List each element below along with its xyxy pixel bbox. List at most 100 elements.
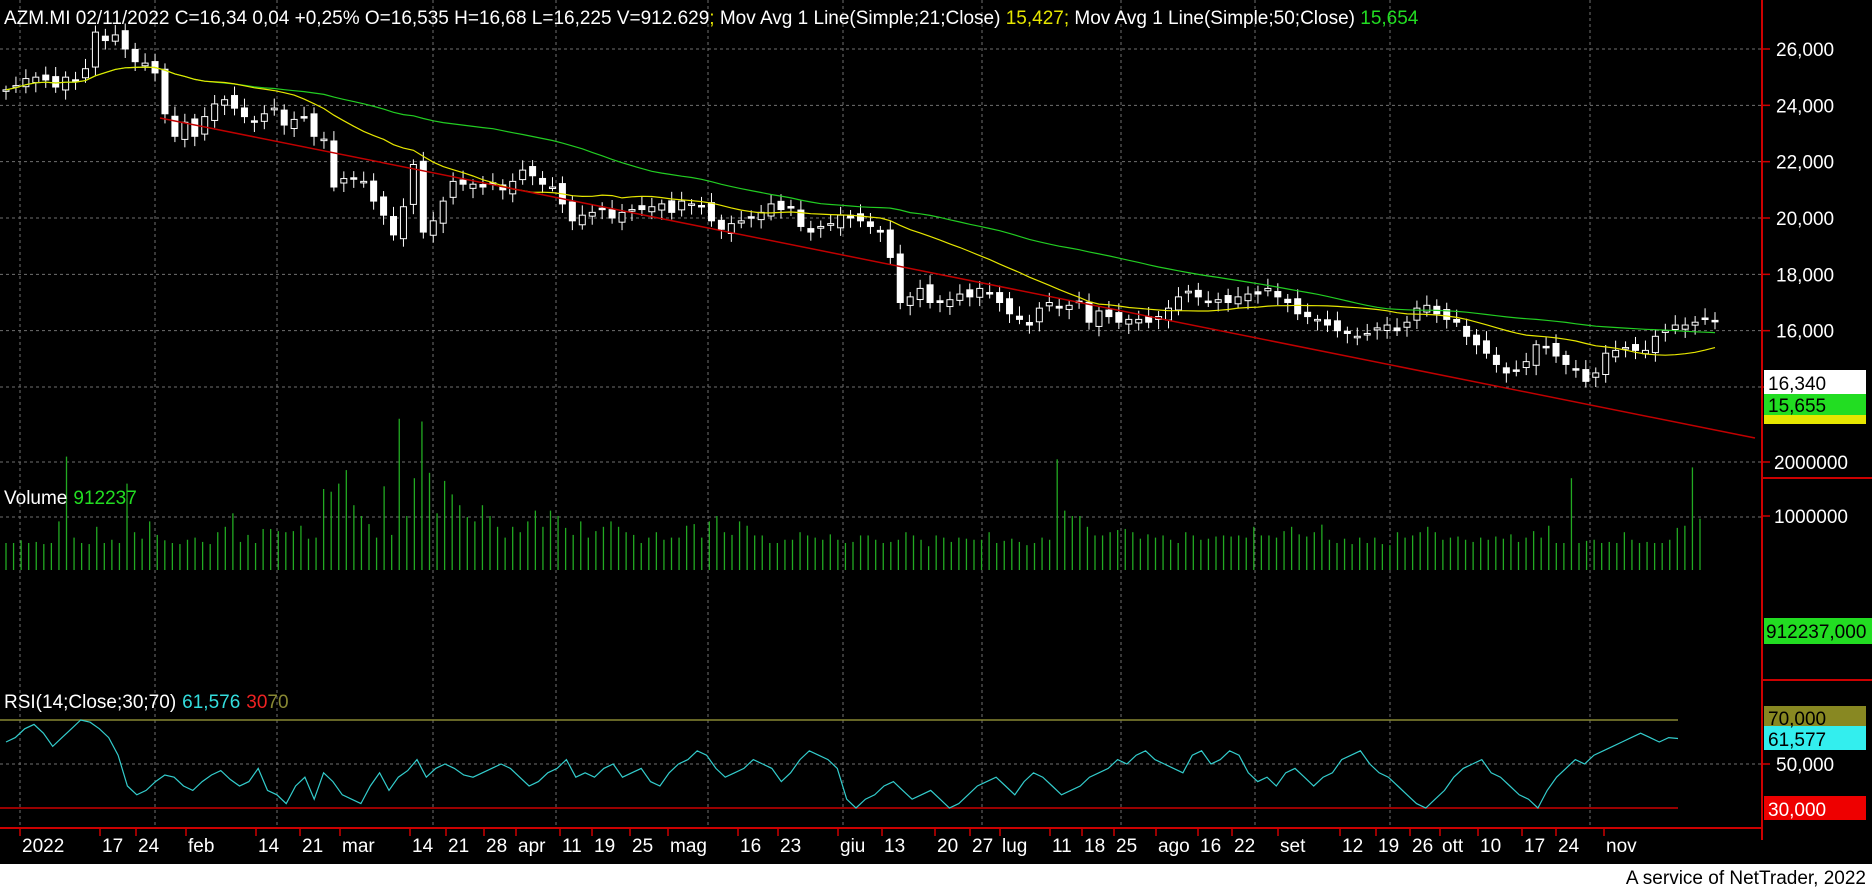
candle [360, 171, 368, 188]
ma50-value: 15,654 [1355, 8, 1419, 29]
candle [211, 94, 219, 128]
candle [1214, 292, 1222, 312]
volume-tick-label: 1000000 [1774, 507, 1848, 528]
candle [449, 172, 457, 205]
candle [777, 194, 785, 219]
candle [52, 66, 60, 93]
candle [320, 131, 328, 149]
candle [370, 173, 378, 210]
candle [886, 220, 894, 265]
candle [1453, 309, 1461, 327]
candle [1602, 345, 1610, 383]
time-tick-label: nov [1606, 836, 1637, 857]
time-tick-label: 16 [740, 836, 761, 857]
candle [996, 285, 1004, 312]
candle [767, 194, 775, 221]
candle [1473, 329, 1481, 355]
candle [1423, 295, 1431, 317]
candle [191, 113, 199, 147]
time-tick-label: 23 [780, 836, 801, 857]
candle [22, 69, 30, 94]
time-tick-label: lug [1002, 836, 1027, 857]
candle [121, 23, 129, 58]
candle [817, 220, 825, 238]
candle [1284, 293, 1292, 313]
candle [956, 284, 964, 306]
rsi-line [5, 719, 1679, 809]
time-tick-label: 24 [1558, 836, 1580, 857]
candle [1522, 352, 1530, 376]
candle [231, 86, 239, 116]
candle [876, 225, 884, 242]
time-tick-label: 24 [138, 836, 160, 857]
candle [548, 177, 556, 192]
candle [270, 98, 278, 116]
candle [310, 107, 318, 146]
candle [479, 175, 487, 195]
candle [1194, 282, 1202, 306]
candle [797, 200, 805, 232]
quote-text: AZM.MI 02/11/2022 C=16,34 0,04 +0,25% O=… [4, 8, 709, 29]
candle [1582, 360, 1590, 388]
time-tick-label: 21 [448, 836, 469, 857]
candle [1542, 337, 1550, 355]
time-tick-label: 22 [1234, 836, 1255, 857]
volume-header: Volume 912237 [4, 488, 137, 509]
candle [529, 160, 537, 186]
time-tick-label: 14 [412, 836, 434, 857]
candle [717, 214, 725, 239]
candle [588, 204, 596, 225]
candle [1025, 314, 1033, 334]
candle [1343, 326, 1351, 344]
candle [827, 213, 835, 231]
price-tick-label: 26,000 [1776, 40, 1834, 61]
candle [161, 63, 169, 124]
time-tick-label: mar [342, 836, 375, 857]
time-tick-label: 28 [486, 836, 507, 857]
candle [906, 292, 914, 316]
candle [81, 58, 89, 83]
candle [330, 131, 338, 192]
candle [1055, 297, 1063, 317]
volume-value-box: 912237,000 [1764, 618, 1872, 644]
time-tick-label: 18 [1084, 836, 1105, 857]
candle [1294, 289, 1302, 321]
time-tick-label: 14 [258, 836, 280, 857]
candle [221, 95, 229, 116]
price-tick-label: 24,000 [1776, 96, 1834, 117]
candle [986, 282, 994, 299]
price-tick-label: 20,000 [1776, 209, 1834, 230]
ma-value-box: 15,655 [1764, 394, 1866, 424]
candle [1254, 285, 1262, 304]
volume-axis: 2000000 1000000 [1762, 453, 1848, 528]
candle [1632, 336, 1640, 360]
candle [91, 25, 99, 77]
candle [419, 151, 427, 239]
candle [747, 210, 755, 228]
candle [698, 196, 706, 215]
footer-strip [0, 864, 1872, 888]
axis-frame [0, 0, 1872, 840]
candle [1512, 360, 1520, 377]
candle [1562, 350, 1570, 375]
time-tick-label: 25 [1116, 836, 1137, 857]
candle [429, 211, 437, 243]
candle [936, 295, 944, 313]
candle [1323, 310, 1331, 333]
candle [201, 107, 209, 141]
candle [1711, 312, 1719, 330]
candle [519, 160, 527, 185]
candle [1184, 284, 1192, 303]
price-tick-label: 18,000 [1776, 265, 1834, 286]
price-tick-label: 22,000 [1776, 153, 1834, 174]
candle [1393, 318, 1401, 337]
price-tick-label: 16,000 [1776, 322, 1834, 343]
candle [171, 106, 179, 143]
ma21-value: 15,427 [1000, 8, 1063, 29]
candle [290, 111, 298, 137]
candle [618, 203, 626, 231]
time-axis: 2022 17 24 feb 14 21 mar 14 21 28 apr 11 19 25 mag 16 23… [19, 828, 1637, 857]
candle [668, 191, 676, 220]
